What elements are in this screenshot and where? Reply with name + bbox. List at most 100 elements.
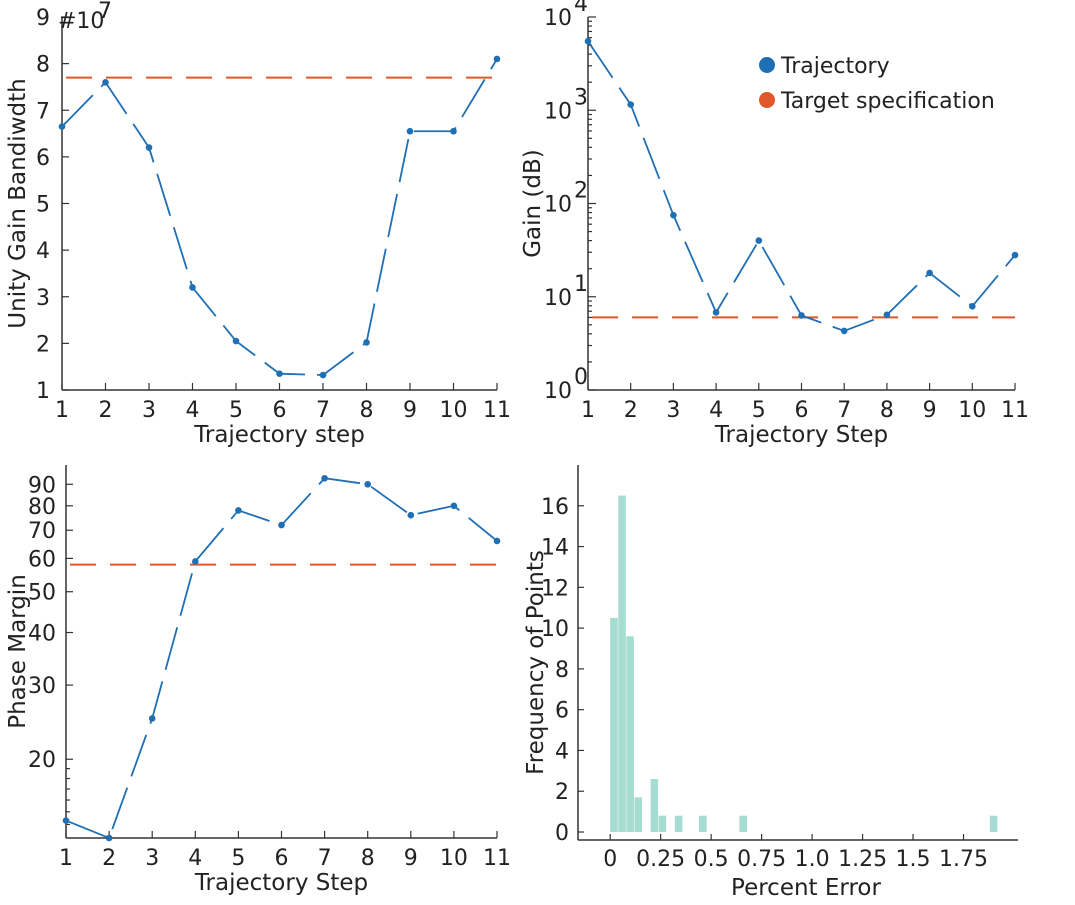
- y-axis-label: Unity Gain Bandiwdth: [5, 78, 31, 328]
- trajectory-point: [232, 337, 240, 345]
- trajectory-point: [58, 123, 66, 130]
- y-tick-label: 50: [28, 581, 56, 606]
- x-tick-label: 10: [440, 846, 468, 871]
- trajectory-point: [364, 480, 372, 488]
- trajectory-line: [65, 477, 498, 840]
- y-tick-label: 90: [28, 473, 56, 498]
- trajectory-point: [450, 127, 457, 135]
- x-tick-label: 8: [360, 398, 374, 423]
- trajectory-point: [450, 502, 458, 510]
- histogram-bar: [739, 815, 747, 832]
- y-axis-label: Gain (dB): [520, 149, 546, 258]
- histogram-bar: [610, 617, 618, 832]
- y-tick-label: 8: [555, 658, 569, 683]
- trajectory-point: [493, 537, 501, 545]
- y-tick-label: 2: [555, 780, 569, 805]
- x-tick-label: 6: [275, 846, 289, 871]
- trajectory-point: [105, 834, 113, 842]
- x-tick-label: 4: [188, 846, 202, 871]
- x-tick-label: 5: [231, 846, 245, 871]
- legend-marker-target: [759, 92, 775, 108]
- trajectory-point: [712, 309, 720, 316]
- trajectory-point: [276, 370, 283, 377]
- x-tick-label: 0: [603, 847, 617, 872]
- histogram-bar: [626, 636, 634, 832]
- trajectory-point: [407, 511, 415, 519]
- trajectory-point: [798, 312, 805, 319]
- trajectory-point: [1011, 251, 1019, 259]
- percent-error-histogram-panel: 0 2 4 6 8 10 12 14 16 0 0.25 0.5 0.75 1.0 1.25 1.5 1.75 P…: [523, 465, 1018, 901]
- x-tick-label: 1.5: [896, 847, 931, 872]
- y-tick-label: 4: [36, 239, 50, 264]
- trajectory-point: [670, 211, 677, 219]
- histogram-bar: [634, 797, 642, 832]
- y-tick-label: 6: [36, 146, 50, 171]
- trajectory-point: [883, 311, 891, 319]
- y-tick-label: 6: [555, 699, 569, 724]
- trajectory-point: [145, 144, 153, 151]
- trajectory-point: [192, 558, 199, 565]
- x-tick-label: 9: [923, 398, 937, 423]
- exponent-label: #10: [58, 9, 104, 34]
- y-tick-label-exponent: 4: [574, 0, 588, 17]
- trajectory-point: [235, 507, 242, 514]
- y-tick-label: 5: [36, 193, 50, 218]
- trajectory-point: [406, 127, 414, 135]
- y-tick-label-base: 10: [544, 193, 572, 218]
- y-tick-label-base: 10: [544, 99, 572, 124]
- x-tick-label: 6: [795, 398, 809, 423]
- trajectory-point: [627, 101, 634, 108]
- y-tick-label: 0: [555, 821, 569, 846]
- y-tick-label: 2: [36, 332, 50, 357]
- trajectory-point: [319, 371, 327, 379]
- y-tick-label: 60: [28, 547, 56, 572]
- x-tick-label: 0.75: [737, 847, 786, 872]
- x-tick-label: 6: [273, 398, 287, 423]
- x-tick-label: 1.75: [939, 847, 988, 872]
- x-tick-label: 11: [483, 398, 511, 423]
- trajectory-point: [321, 474, 328, 482]
- x-tick-label: 11: [483, 846, 511, 871]
- y-axis-label: Frequency of Points: [523, 550, 549, 775]
- legend-marker-trajectory: [759, 57, 775, 73]
- x-tick-label: 8: [880, 398, 894, 423]
- trajectory-point: [926, 269, 933, 277]
- x-tick-label: 2: [102, 846, 116, 871]
- x-tick-label: 0.25: [636, 847, 685, 872]
- x-tick-label: 3: [145, 846, 159, 871]
- x-tick-label: 1: [59, 846, 73, 871]
- histogram-bar: [989, 815, 998, 832]
- trajectory-point: [363, 339, 370, 346]
- x-tick-label: 1.25: [838, 847, 887, 872]
- x-tick-label: 1: [55, 398, 69, 423]
- histogram-bar: [618, 495, 626, 832]
- x-tick-label: 10: [440, 398, 468, 423]
- y-tick-label-exponent: 3: [574, 85, 588, 110]
- trajectory-point: [102, 78, 109, 86]
- x-axis-label: Trajectory step: [193, 422, 365, 448]
- y-tick-label: 20: [28, 748, 56, 773]
- y-tick-label: 16: [541, 495, 569, 520]
- y-tick-label: 14: [541, 536, 569, 561]
- x-tick-label: 4: [186, 398, 200, 423]
- x-tick-label: 1.0: [795, 847, 830, 872]
- x-tick-label: 7: [318, 846, 332, 871]
- x-tick-label: 0.5: [694, 847, 729, 872]
- y-tick-label: 7: [36, 99, 50, 124]
- y-tick-label: 1: [36, 379, 50, 404]
- y-tick-label-exponent: 0: [574, 365, 588, 390]
- y-tick-label: 70: [28, 519, 56, 544]
- y-tick-label: 4: [555, 739, 569, 764]
- x-tick-label: 5: [752, 398, 766, 423]
- y-axis-label: Phase Margin: [5, 574, 31, 729]
- exponent-power: 7: [98, 0, 112, 24]
- legend-label: Trajectory: [780, 54, 890, 79]
- x-tick-label: 11: [1001, 398, 1029, 423]
- y-tick-label: 8: [36, 53, 50, 78]
- trajectory-point: [840, 327, 848, 335]
- x-tick-label: 7: [316, 398, 330, 423]
- histogram-bar: [650, 778, 659, 832]
